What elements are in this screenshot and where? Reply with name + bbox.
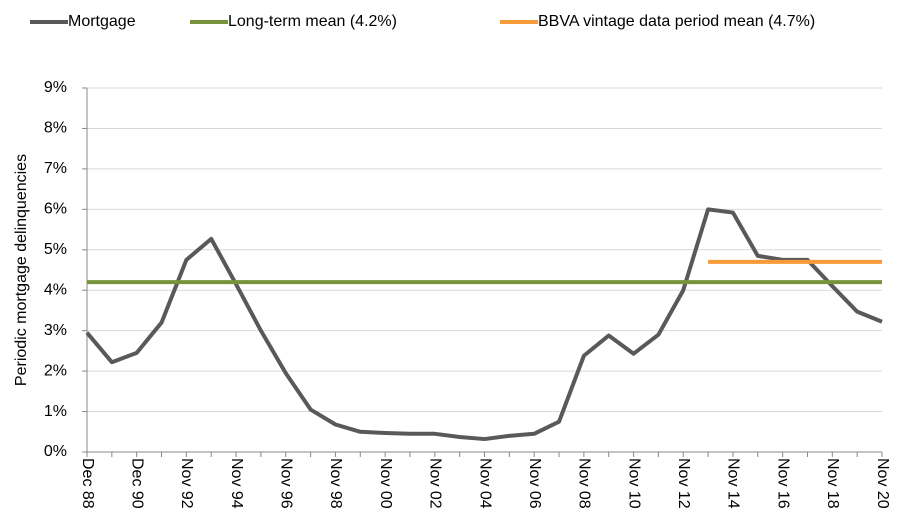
x-tick-label: Nov 04 (476, 458, 493, 509)
y-tick-label: 1% (44, 403, 67, 420)
x-tick-label: Nov 12 (675, 458, 692, 509)
y-tick-label: 5% (44, 241, 67, 258)
x-tick-label: Nov 20 (874, 458, 891, 509)
legend-label: Mortgage (68, 13, 136, 30)
y-axis-label: Periodic mortgage delinquencies (13, 154, 30, 386)
data-line (85, 207, 883, 442)
y-tick-label: 6% (44, 201, 67, 218)
x-tick-label: Nov 16 (774, 458, 791, 509)
x-tick-label: Nov 02 (427, 458, 444, 509)
x-tick-label: Dec 88 (79, 458, 96, 509)
y-tick-label: 7% (44, 160, 67, 177)
x-tick-label: Dec 90 (128, 458, 145, 509)
y-tick-label: 0% (44, 443, 67, 460)
x-tick-label: Nov 94 (228, 458, 245, 509)
x-tick-label: Nov 08 (576, 458, 593, 509)
y-tick-label: 3% (44, 322, 67, 339)
x-tick-label: Nov 92 (178, 458, 195, 509)
y-tick-label: 2% (44, 362, 67, 379)
legend-label: Long-term mean (4.2%) (228, 13, 397, 30)
x-tick-label: Nov 98 (327, 458, 344, 509)
y-tick-label: 9% (44, 79, 67, 96)
y-tick-label: 8% (44, 120, 67, 137)
x-tick-label: Nov 06 (526, 458, 543, 509)
x-tick-label: Nov 10 (625, 458, 642, 509)
x-tick-label: Nov 18 (824, 458, 841, 509)
x-tick-label: Nov 96 (278, 458, 295, 509)
x-tick-label: Nov 00 (377, 458, 394, 509)
y-tick-label: 4% (44, 281, 67, 298)
legend-label: BBVA vintage data period mean (4.7%) (538, 13, 815, 30)
x-tick-label: Nov 14 (725, 458, 742, 509)
